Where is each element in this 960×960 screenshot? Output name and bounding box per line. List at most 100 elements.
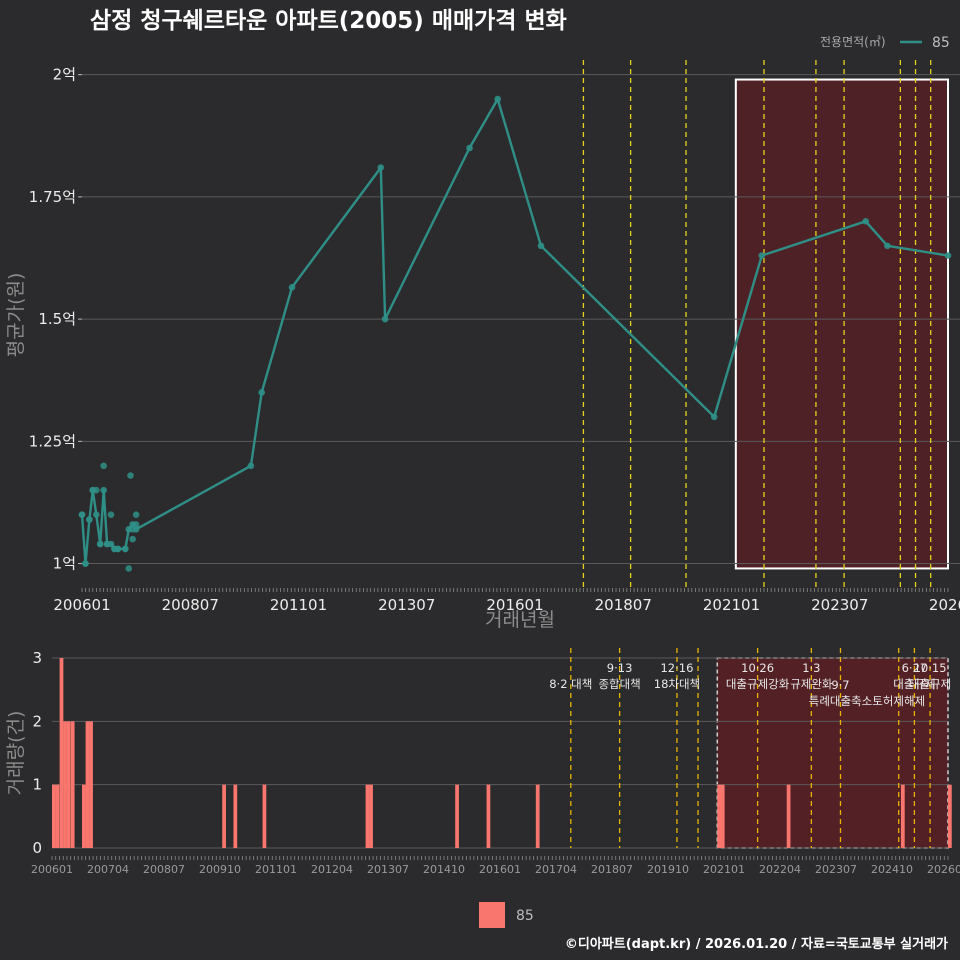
price-point [466, 144, 473, 152]
price-scatter-point [127, 472, 134, 479]
volume-x-tick-label: 200807 [143, 863, 185, 876]
volume-bar [455, 784, 459, 848]
price-point [494, 95, 501, 103]
legend-bar-label: 85 [516, 908, 534, 924]
price-point [884, 242, 891, 250]
price-x-tick-label: 202307 [811, 596, 868, 614]
legend-title: 전용면적(㎡) [820, 35, 886, 49]
legend-series-label: 85 [932, 35, 950, 51]
volume-x-tick-label: 202601 [927, 863, 960, 876]
policy-name-label: 대출규제 [909, 677, 951, 691]
volume-bar [900, 784, 905, 848]
highlight-region [734, 78, 950, 570]
volume-bar [82, 784, 86, 848]
price-scatter-point [129, 526, 136, 533]
volume-bar [786, 784, 791, 848]
price-point [100, 486, 107, 494]
highlight-box [734, 78, 950, 570]
source-caption: ©디아파트(dapt.kr) / 2026.01.20 / 자료=국토교통부 실… [565, 936, 948, 952]
price-scatter-point [82, 560, 89, 567]
volume-bar [948, 784, 952, 848]
price-y-tick-label: 1억 [53, 555, 76, 573]
volume-y-tick-label: 2 [32, 712, 42, 730]
price-x-tick-label: 200601 [53, 596, 110, 614]
volume-y-ticks: 0 1 2 3 [32, 649, 42, 857]
price-scatter-point [132, 511, 140, 518]
price-scatter-point [122, 545, 129, 553]
volume-x-tick-label: 202410 [871, 863, 913, 876]
volume-bar [59, 658, 64, 848]
policy-labels: 8·2 대책 9·13 종합대책 12·16 18차대책 10·26 대출규제강화 1·3 규제… [549, 661, 951, 708]
price-x-axis-title: 거래년월 [485, 609, 555, 631]
price-point [537, 242, 545, 250]
price-point [258, 389, 265, 396]
price-scatter-point [129, 535, 136, 543]
chart-title: 삼정 청구쉐르타운 아파트(2005) 매매가격 변화 [90, 8, 567, 34]
volume-x-tick-label: 201204 [311, 863, 353, 876]
volume-bar-chart: 8·2 대책 9·13 종합대책 12·16 18차대책 10·26 대출규제강화 1·3 규제… [31, 648, 960, 876]
volume-x-tick-label: 200910 [199, 863, 241, 876]
volume-bar [70, 721, 75, 848]
price-point [862, 218, 870, 225]
price-point [377, 164, 385, 171]
volume-x-tick-label: 202307 [815, 863, 857, 876]
price-scatter-point [132, 521, 140, 528]
volume-gridlines [52, 657, 948, 849]
price-point [944, 252, 952, 259]
volume-x-tick-label: 200704 [87, 863, 129, 876]
policy-name-label: 18차대책 [654, 677, 700, 691]
price-x-tick-label: 201101 [270, 596, 327, 614]
price-y-tick-label: 1.25억 [29, 432, 76, 450]
price-point [381, 315, 389, 323]
volume-bar [89, 721, 93, 848]
volume-policy-lines [570, 648, 931, 848]
policy-name-label: 대출규제 [893, 677, 935, 691]
volume-bar [233, 784, 238, 848]
volume-x-tick-label: 201601 [479, 863, 521, 876]
price-x-tick-label: 201307 [378, 596, 435, 614]
volume-bar [717, 784, 722, 848]
price-point [758, 252, 766, 259]
price-scatter-point [78, 511, 86, 518]
price-point [710, 413, 718, 421]
volume-highlight-region [716, 657, 949, 849]
policy-date-label: 10·15 [914, 661, 947, 675]
volume-bar [52, 784, 56, 848]
volume-x-tick-label: 200601 [31, 863, 73, 876]
price-x-tick-label: 202101 [703, 596, 760, 614]
price-scatter-point [96, 540, 104, 548]
policy-name-label: 특례대출축소 [809, 694, 872, 708]
volume-highlight-box [716, 657, 949, 849]
policy-date-label: 9·13 [607, 661, 633, 675]
price-y-tick-label: 2억 [53, 66, 76, 84]
policy-name-label: 8·2 대책 [549, 677, 592, 691]
volume-bar [720, 784, 725, 848]
volume-x-tick-label: 201910 [647, 863, 689, 876]
policy-name-label: 토허제해제 [872, 694, 925, 708]
volume-y-axis-title: 거래량(건) [5, 711, 27, 796]
volume-x-tick-label: 201101 [255, 863, 297, 876]
price-x-tick-label: 2026 [929, 596, 960, 614]
volume-x-ticks: 200601 200704 200807 200910 201101 201204 2013… [31, 856, 960, 876]
volume-bar [63, 721, 67, 848]
legend-bar-swatch [479, 902, 505, 928]
price-y-axis-title: 평균가(원) [5, 273, 27, 358]
volume-bar [85, 721, 90, 848]
price-x-ticks: 200601 200807 201101 201307 201601 201807 2021… [53, 588, 960, 614]
volume-x-tick-label: 202101 [703, 863, 745, 876]
volume-x-tick-label: 201704 [535, 863, 577, 876]
volume-x-tick-label: 201307 [367, 863, 409, 876]
price-scatter-point [114, 545, 122, 553]
policy-date-label: 6·27 [902, 661, 928, 675]
price-policy-lines [582, 60, 932, 588]
volume-x-tick-label: 201807 [591, 863, 633, 876]
volume-bar [486, 784, 491, 848]
policy-date-label: 10·26 [741, 661, 774, 675]
price-series [78, 95, 952, 572]
price-x-tick-label: 200807 [162, 596, 219, 614]
price-scatter-point [86, 516, 93, 523]
volume-bar [369, 784, 373, 848]
price-scatter-point [103, 540, 111, 548]
volume-bars [52, 658, 952, 848]
